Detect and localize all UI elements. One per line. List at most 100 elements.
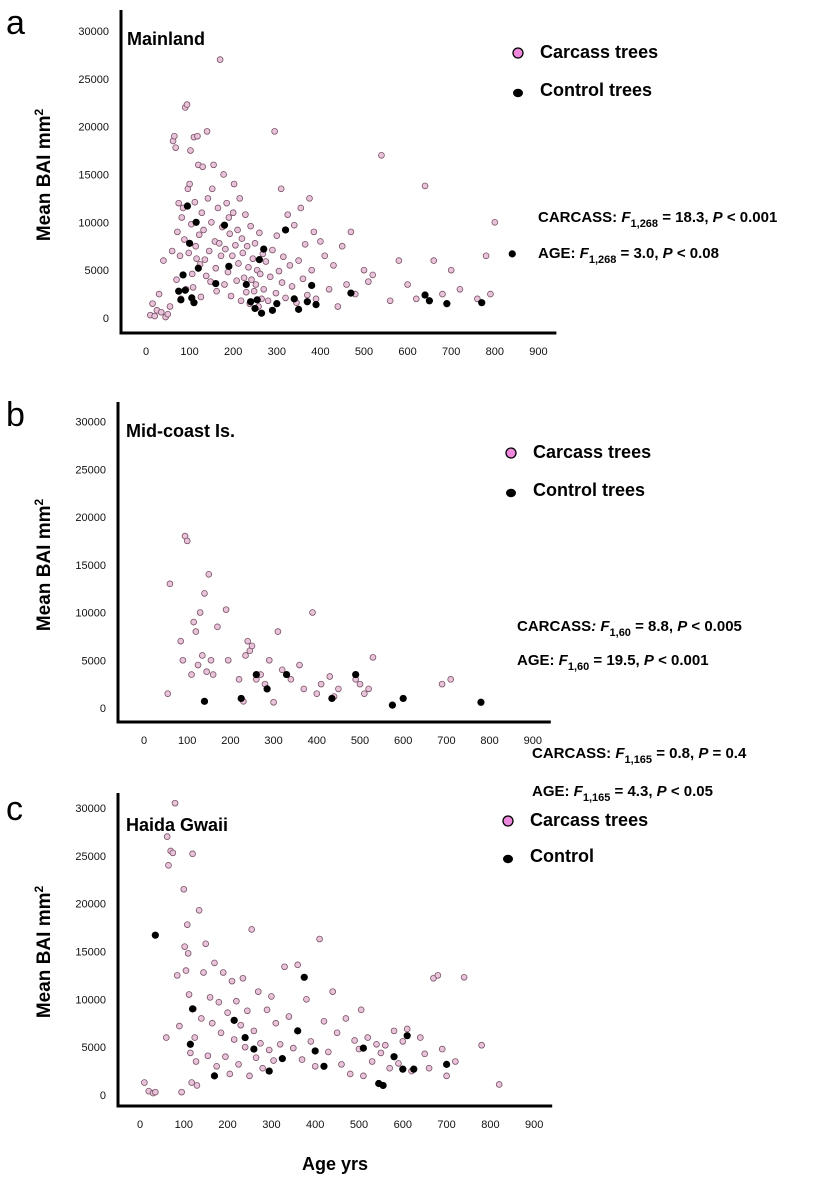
control-point	[255, 256, 263, 264]
carcass-point	[321, 252, 329, 260]
carcass-point	[233, 997, 240, 1005]
carcass-point	[259, 1064, 266, 1072]
carcass-point	[194, 661, 202, 669]
carcass-point	[199, 652, 206, 659]
carcass-point	[198, 209, 206, 217]
y-axis-label: Mean BAI mm2	[32, 109, 55, 242]
x-tick-label: 300	[264, 735, 282, 747]
carcass-point	[290, 221, 298, 229]
control-point	[253, 296, 261, 304]
panel-letter: b	[6, 396, 25, 434]
carcass-point	[208, 219, 215, 226]
carcass-point	[312, 295, 320, 303]
stat-age: AGE: F1,165 = 4.3, P < 0.05	[532, 783, 713, 804]
y-tick-label: 30000	[75, 417, 106, 429]
carcass-point	[192, 242, 200, 250]
carcass-point	[212, 264, 220, 272]
control-point	[257, 309, 266, 317]
carcass-point	[299, 275, 307, 283]
control-point	[225, 262, 233, 270]
x-tick-label: 100	[175, 1119, 193, 1131]
carcass-point	[250, 1027, 258, 1035]
control-point	[251, 304, 259, 313]
x-tick-label: 500	[351, 735, 369, 747]
control-point	[443, 1060, 451, 1068]
panel-b: b 0 5000 10000 15000 20000 25000 30000 0 100 200 30…	[6, 396, 742, 747]
control-point	[186, 239, 194, 247]
carcass-point	[201, 590, 208, 597]
carcass-point	[313, 690, 321, 697]
carcass-point	[277, 185, 285, 193]
carcass-point	[306, 195, 313, 202]
carcass-point	[365, 685, 372, 693]
control-point	[263, 685, 271, 693]
y-tick-label: 5000	[82, 655, 106, 667]
carcass-point	[303, 995, 310, 1003]
control-point	[443, 300, 451, 308]
carcass-point	[198, 1015, 205, 1022]
carcass-point	[195, 906, 203, 914]
carcass-point	[298, 1056, 306, 1063]
carcass-point	[425, 1064, 433, 1072]
carcass-point	[208, 1019, 216, 1027]
control-point	[410, 1065, 418, 1073]
carcass-point	[233, 277, 240, 284]
carcass-point	[192, 628, 200, 635]
carcass-point	[250, 287, 258, 295]
carcass-point	[262, 258, 270, 265]
control-point	[399, 1065, 407, 1073]
legend-control-label: Control trees	[540, 80, 652, 100]
control-point	[311, 1047, 319, 1055]
carcass-point	[294, 961, 301, 969]
legend-carcass-label: Carcass trees	[530, 810, 648, 830]
carcass-point	[217, 1029, 225, 1037]
y-tick-label: 30000	[78, 26, 109, 38]
x-tick-label: 100	[180, 346, 198, 358]
carcass-point	[244, 637, 251, 645]
carcass-point	[316, 935, 323, 943]
carcass-point	[243, 242, 251, 250]
stat-age: AGE: F1,60 = 19.5, P < 0.001	[517, 652, 709, 673]
carcass-point	[242, 211, 249, 218]
y-tick-label: 25000	[75, 464, 106, 476]
carcass-point	[276, 1040, 284, 1048]
y-tick-label: 15000	[75, 560, 106, 572]
carcass-point	[360, 1072, 367, 1080]
stat-carcass: CARCASS: F1,268 = 18.3, P < 0.001	[538, 209, 777, 230]
control-point	[300, 973, 308, 981]
carcass-point	[268, 993, 275, 1000]
carcass-point	[214, 204, 222, 212]
x-tick-label: 600	[398, 346, 416, 358]
y-tick-label: 20000	[75, 512, 106, 524]
control-point	[390, 1053, 398, 1061]
carcass-point	[395, 1060, 402, 1067]
carcass-point	[204, 195, 212, 202]
control-point	[194, 264, 202, 272]
carcass-point	[269, 246, 276, 254]
carcass-point	[378, 152, 385, 159]
carcass-point	[284, 211, 292, 218]
carcass-point	[176, 252, 184, 260]
carcass-point	[241, 1043, 249, 1051]
carcass-point	[160, 257, 167, 264]
carcass-point	[191, 198, 199, 206]
carcass-point	[155, 290, 163, 298]
carcass-point	[234, 226, 241, 234]
carcass-point	[242, 652, 249, 659]
x-axis-label: Age yrs	[302, 1154, 368, 1174]
carcass-point	[141, 1079, 148, 1086]
carcass-point	[188, 270, 196, 278]
x-tick-label: 400	[308, 735, 326, 747]
carcass-point	[343, 281, 350, 288]
carcass-point	[278, 279, 286, 286]
carcass-point	[417, 1034, 424, 1041]
carcass-point	[421, 1050, 429, 1058]
control-point	[265, 1067, 273, 1075]
carcass-point	[223, 199, 230, 207]
carcass-point	[179, 656, 187, 664]
carcass-point	[325, 1048, 332, 1056]
control-point	[320, 1062, 328, 1070]
carcass-point	[189, 284, 197, 291]
x-tick-label: 900	[524, 735, 542, 747]
carcass-point	[460, 973, 468, 981]
